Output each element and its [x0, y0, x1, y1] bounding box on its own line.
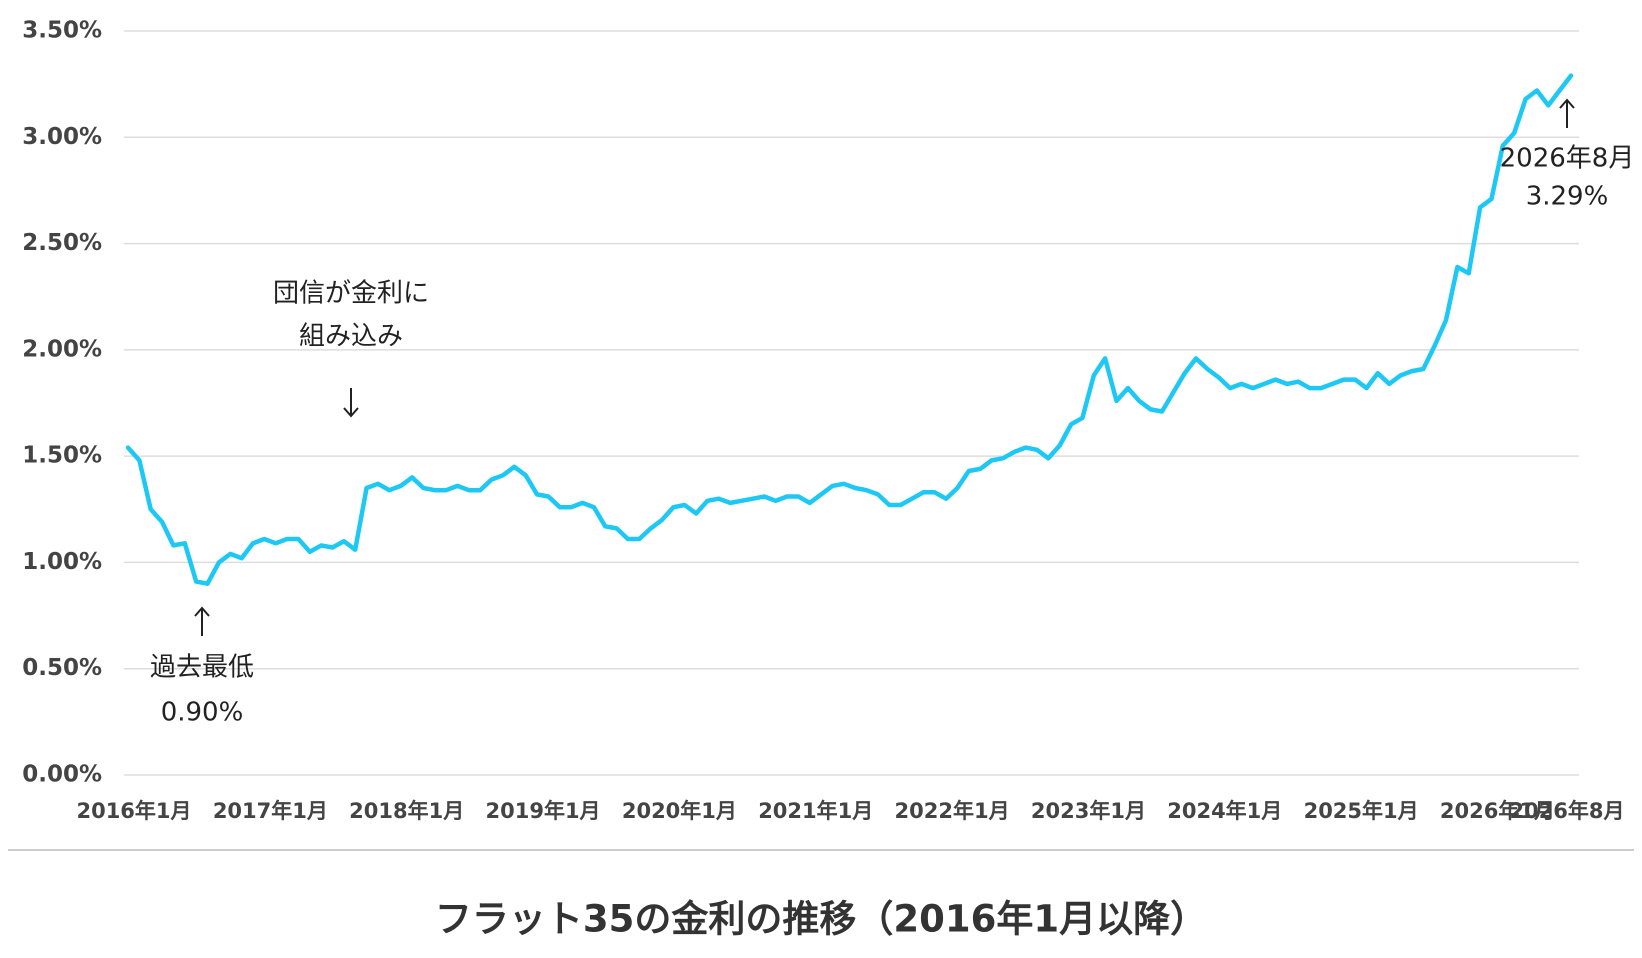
annotation: 0.90%	[161, 698, 244, 728]
chart-title: フラット35の金利の推移（2016年1月以降）	[435, 898, 1207, 941]
y-tick-label: 0.00%	[22, 762, 102, 788]
annotation: 組み込み	[299, 322, 403, 352]
annotation: 2026年8月	[1500, 144, 1635, 174]
rate-line	[125, 73, 1574, 586]
x-tick-label: 2016年1月	[76, 799, 191, 823]
y-tick-label: 3.50%	[22, 18, 102, 44]
annotation: 過去最低	[150, 653, 254, 683]
x-tick-label: 2019年1月	[486, 799, 601, 823]
arrow-head	[343, 407, 359, 418]
x-tick-label: 2017年1月	[213, 799, 328, 823]
x-tick-label: 2025年1月	[1304, 799, 1419, 823]
y-tick-label: 1.50%	[22, 443, 102, 469]
y-tick-label: 3.00%	[22, 124, 102, 150]
x-tick-label: 2023年1月	[1031, 799, 1146, 823]
y-tick-label: 2.00%	[22, 336, 102, 362]
y-tick-label: 1.00%	[22, 549, 102, 575]
annotation: 団信が金利に	[273, 279, 429, 309]
x-tick-label: 2018年1月	[349, 799, 464, 823]
arrow-head	[1559, 98, 1575, 109]
arrow-head	[194, 606, 210, 617]
x-tick-label: 2020年1月	[622, 799, 737, 823]
y-tick-label: 2.50%	[22, 230, 102, 256]
x-tick-label: 2021年1月	[758, 799, 873, 823]
x-tick-label: 2024年1月	[1167, 799, 1282, 823]
x-tick-label: 2026年1月	[1440, 799, 1555, 823]
annotation-arrows	[194, 98, 1575, 636]
x-tick-label: 2022年1月	[895, 799, 1010, 823]
x-tick-label: 2026年8月	[1509, 799, 1624, 823]
annotation: 3.29%	[1526, 182, 1609, 212]
y-tick-label: 0.50%	[22, 655, 102, 681]
